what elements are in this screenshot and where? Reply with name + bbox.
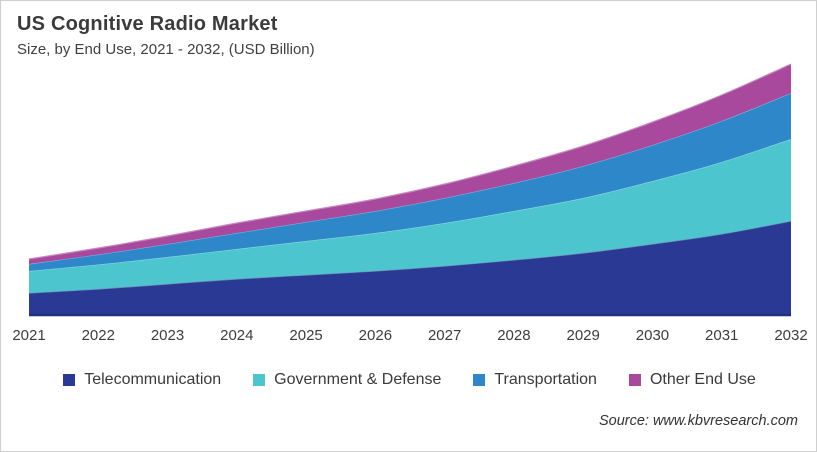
x-axis-label-2031: 2031 xyxy=(705,327,739,344)
legend-item-other-end-use: Other End Use xyxy=(628,371,756,389)
area-telecommunication xyxy=(29,221,791,316)
area-transportation xyxy=(29,93,791,271)
x-axis-label-2025: 2025 xyxy=(289,327,323,344)
chart-subtitle: Size, by End Use, 2021 - 2032, (USD Bill… xyxy=(17,41,315,58)
x-axis-label-2027: 2027 xyxy=(427,327,462,344)
chart-legend: Telecommunication Government & Defense Tra… xyxy=(1,365,816,395)
x-axis-label-2030: 2030 xyxy=(635,327,670,344)
x-axis-label-2026: 2026 xyxy=(358,327,393,344)
legend-item-transportation: Transportation xyxy=(473,371,597,389)
area-government-and-defense xyxy=(29,139,791,293)
legend-label-other-end-use: Other End Use xyxy=(649,371,756,388)
legend-label-telecommunication: Telecommunication xyxy=(84,371,222,388)
x-axis-label-2032: 2032 xyxy=(774,327,808,344)
x-axis-label-2024: 2024 xyxy=(220,327,254,344)
legend-label-government-and-defense: Government & Defense xyxy=(274,371,442,388)
page-title: US Cognitive Radio Market xyxy=(17,13,278,35)
area-top-edge-other-end-use xyxy=(28,63,792,260)
x-axis-label-2023: 2023 xyxy=(150,327,185,344)
legend-item-telecommunication: Telecommunication xyxy=(63,371,221,389)
stacked-area-chart xyxy=(28,63,792,317)
legend-swatch-transportation xyxy=(473,374,486,386)
x-axis-label-2029: 2029 xyxy=(566,327,600,344)
source-credit: Source: www.kbvresearch.com xyxy=(598,413,798,429)
x-axis: 2021 2022 2023 2024 2025 2026 2027 2028 2029 2030… xyxy=(1,327,816,349)
x-axis-label-2021: 2021 xyxy=(12,327,46,344)
x-axis-label-2022: 2022 xyxy=(81,327,115,344)
x-axis-label-2028: 2028 xyxy=(497,327,531,344)
legend-label-transportation: Transportation xyxy=(494,371,597,388)
legend-swatch-government-and-defense xyxy=(253,374,266,386)
legend-item-government-and-defense: Government & Defense xyxy=(253,371,441,389)
legend-swatch-telecommunication xyxy=(63,374,76,386)
legend-swatch-other-end-use xyxy=(628,374,641,386)
